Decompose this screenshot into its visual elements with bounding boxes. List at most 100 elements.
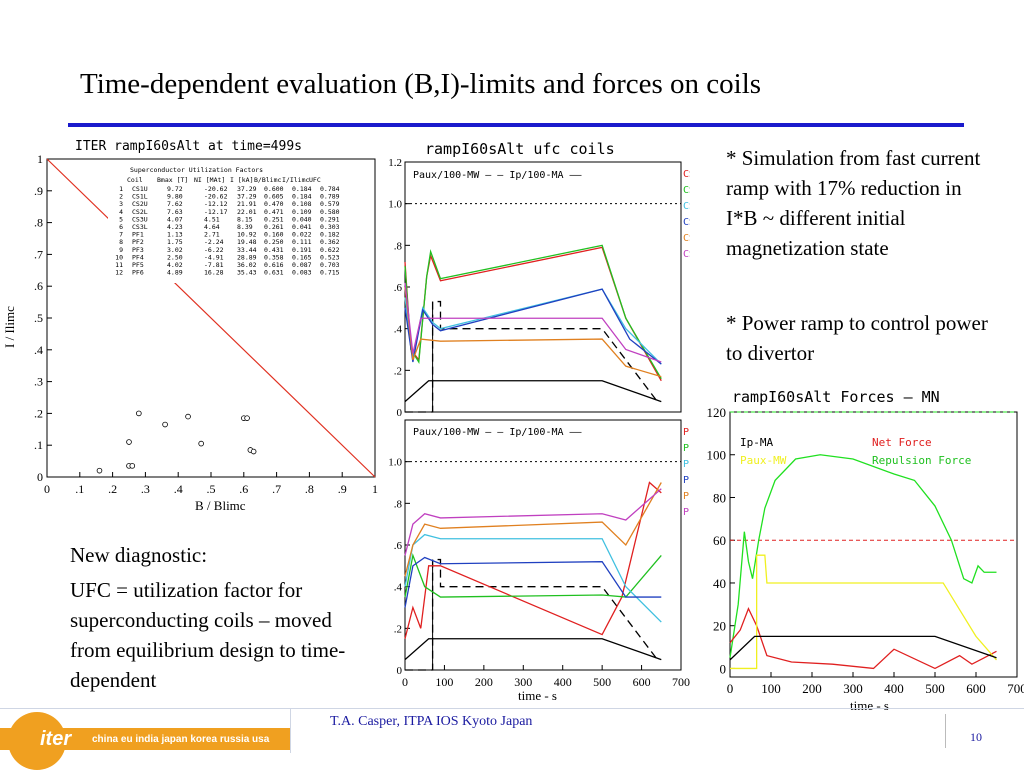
x-tick-label: .1 xyxy=(75,482,84,496)
ufc-bottom-frame xyxy=(405,420,681,670)
legend-CS3U: CS3U xyxy=(683,233,690,244)
x-tick-label: .3 xyxy=(141,482,150,496)
x-tick-label: 600 xyxy=(633,675,651,689)
table-cell: 0.715 xyxy=(320,269,340,277)
x-tick-label: .2 xyxy=(108,482,117,496)
x-tick-label: 600 xyxy=(966,681,986,696)
y-tick-label: .2 xyxy=(394,365,402,377)
forces-title: rampI60sAlt Forces – MN xyxy=(732,388,940,406)
iter-members: china eu india japan korea russia usa xyxy=(92,734,269,745)
x-tick-label: 100 xyxy=(761,681,781,696)
table-cell: 0.631 xyxy=(264,269,284,277)
legend-PF4: PF4 xyxy=(683,475,690,486)
y-tick-label: .2 xyxy=(34,406,43,420)
y-tick-label: .8 xyxy=(394,240,403,252)
legend-PF5: PF5 xyxy=(683,491,690,502)
table-header: Coil xyxy=(127,176,143,184)
scatter-point xyxy=(97,468,102,473)
series-PF3 xyxy=(405,535,661,623)
y-tick-label: 0 xyxy=(720,661,727,676)
limit-scatter-chart: ITER rampI60sAlt at time=499s 0.1.2.3.4.… xyxy=(0,130,385,525)
x-tick-label: 400 xyxy=(884,681,904,696)
title-rule xyxy=(68,123,964,127)
credit-line: T.A. Casper, ITPA IOS Kyoto Japan xyxy=(330,714,532,730)
scatter-point xyxy=(186,414,191,419)
scatter-point xyxy=(163,422,168,427)
x-tick-label: 300 xyxy=(514,675,532,689)
x-tick-label: .6 xyxy=(239,482,248,496)
series-CS1L xyxy=(405,245,661,378)
table-header: I [kA] xyxy=(230,176,253,184)
footer-line xyxy=(0,708,1024,709)
footer-separator-right xyxy=(945,714,946,748)
table-header: NI [MAt] xyxy=(194,176,225,184)
ufc-coils-chart: rampI60sAlt ufc coils Paux/100-MW — — Ip… xyxy=(375,130,690,705)
legend-repulsion-force: Repulsion Force xyxy=(872,454,971,467)
table-cell: 35.43 xyxy=(237,269,257,277)
table-cell: PF6 xyxy=(132,269,144,277)
legend-PF2: PF2 xyxy=(683,443,690,454)
ufc-top-legend: Paux/100-MW — — Ip/100-MA —— xyxy=(413,170,583,181)
scatter-xlabel: B / Blimc xyxy=(195,498,246,513)
series-CS1U xyxy=(405,247,661,380)
table-header: Bmax [T] xyxy=(157,176,188,184)
scatter-ylabel: I / Ilimc xyxy=(2,306,17,348)
series-PF1 xyxy=(405,483,661,639)
ufc-description: UFC = utilization factor for superconduc… xyxy=(70,575,370,695)
x-tick-label: 0 xyxy=(44,482,50,496)
bullet-simulation: * Simulation from fast current ramp with… xyxy=(726,143,986,263)
legend-ip: Ip-MA xyxy=(740,436,773,449)
y-tick-label: .5 xyxy=(34,311,43,325)
y-tick-label: .3 xyxy=(34,375,43,389)
y-tick-label: .6 xyxy=(34,279,43,293)
footer-separator xyxy=(290,708,291,753)
x-tick-label: 500 xyxy=(925,681,945,696)
scatter-point xyxy=(251,449,256,454)
x-tick-label: 400 xyxy=(554,675,572,689)
table-cell: 12 xyxy=(115,269,123,277)
y-tick-label: .7 xyxy=(34,247,43,261)
x-tick-label: 200 xyxy=(802,681,822,696)
x-tick-label: .7 xyxy=(272,482,281,496)
series-CS2L xyxy=(405,289,661,364)
ufc-legend: CS1UCS1LCS2UCS2LCS3UCS3LPF1PF2PF3PF4PF5P… xyxy=(683,169,690,518)
series-PF6 xyxy=(405,489,661,556)
forces-lines xyxy=(730,412,1017,668)
scatter-point xyxy=(136,411,141,416)
x-tick-label: .8 xyxy=(305,482,314,496)
table-cell: 0.083 xyxy=(292,269,312,277)
y-tick-label: .9 xyxy=(34,184,43,198)
table-cell: 4.89 xyxy=(167,269,183,277)
scatter-point xyxy=(130,463,135,468)
table-header: B/Blimc xyxy=(254,176,281,184)
legend-CS2L: CS2L xyxy=(683,217,690,228)
ip-line xyxy=(405,639,661,660)
y-tick-label: 60 xyxy=(713,533,726,548)
series-paux-mw xyxy=(730,555,997,668)
new-diagnostic-label: New diagnostic: xyxy=(70,540,370,570)
table-cell: 16.28 xyxy=(204,269,224,277)
iter-logo-word: iter xyxy=(40,728,71,751)
legend-PF6: PF6 xyxy=(683,507,690,518)
paux-line xyxy=(405,560,657,670)
forces-frame xyxy=(730,412,1017,677)
y-tick-label: .4 xyxy=(34,343,43,357)
table-header: I/Ilimc xyxy=(282,176,309,184)
x-tick-label: 300 xyxy=(843,681,863,696)
y-tick-label: .4 xyxy=(394,324,403,336)
scatter-point xyxy=(127,440,132,445)
slide-title: Time-dependent evaluation (B,I)-limits a… xyxy=(80,68,761,101)
y-tick-label: .6 xyxy=(394,540,403,552)
legend-CS2U: CS2U xyxy=(683,201,690,212)
y-tick-label: 120 xyxy=(707,405,727,420)
page-number: 10 xyxy=(970,730,982,745)
scatter-point xyxy=(245,416,250,421)
x-tick-label: .9 xyxy=(338,482,347,496)
y-tick-label: .1 xyxy=(34,438,43,452)
ufc-bottom-legend: Paux/100-MW — — Ip/100-MA —— xyxy=(413,427,583,438)
legend-CS1U: CS1U xyxy=(683,169,690,180)
series-net-force xyxy=(730,609,997,669)
series-CS3U xyxy=(405,287,661,377)
